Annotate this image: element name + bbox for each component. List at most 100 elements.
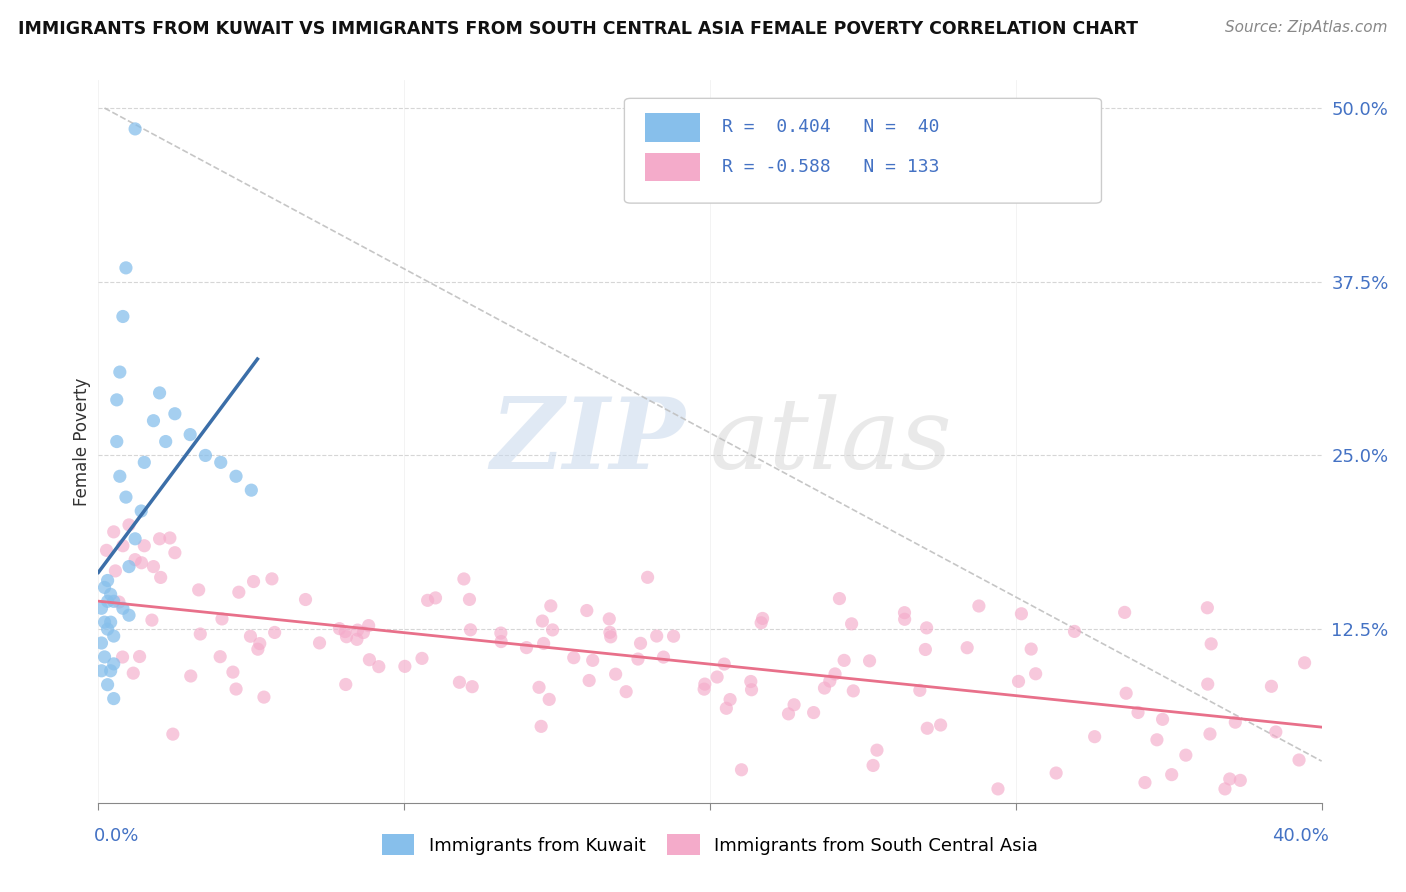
Point [1146,732,1168,747]
Point [346,632,368,647]
Bar [645,112,700,142]
Point [111,650,134,665]
Point [637,570,659,584]
Point [751,611,773,625]
Point [489,626,512,640]
Point [222,665,245,680]
Point [489,634,512,648]
Point [614,684,637,698]
Point [740,674,762,689]
Point [562,650,585,665]
Point [159,531,181,545]
Point [1115,686,1137,700]
Point [162,727,184,741]
Point [225,469,247,483]
Point [1133,775,1156,789]
Point [104,564,127,578]
Point [828,591,851,606]
Text: R =  0.404   N =  40: R = 0.404 N = 40 [723,119,939,136]
Point [1288,753,1310,767]
Point [246,642,269,657]
Point [359,653,381,667]
Point [652,650,675,665]
Point [893,606,915,620]
Point [540,599,562,613]
Point [335,624,357,639]
Text: 0.0%: 0.0% [94,827,139,845]
Point [103,524,125,539]
Point [541,623,564,637]
Point [105,392,128,407]
Point [1045,766,1067,780]
Point [533,636,555,650]
Y-axis label: Female Poverty: Female Poverty [73,377,91,506]
Point [108,469,131,483]
Point [458,592,481,607]
Text: Source: ZipAtlas.com: Source: ZipAtlas.com [1225,20,1388,35]
Point [915,621,938,635]
Text: IMMIGRANTS FROM KUWAIT VS IMMIGRANTS FROM SOUTH CENTRAL ASIA FEMALE POVERTY CORR: IMMIGRANTS FROM KUWAIT VS IMMIGRANTS FRO… [18,20,1139,37]
Point [1019,642,1042,657]
Point [211,612,233,626]
Point [242,574,264,589]
Point [228,585,250,599]
Point [142,414,165,428]
Point [394,659,416,673]
Point [842,684,865,698]
Point [131,556,153,570]
Point [716,701,738,715]
Point [103,657,125,671]
Point [1264,725,1286,739]
Point [575,603,598,617]
Point [645,629,668,643]
Point [155,434,177,449]
Point [163,407,186,421]
Point [1199,727,1222,741]
Point [630,636,652,650]
Point [818,674,841,689]
Point [929,718,952,732]
Point [914,642,936,657]
Point [90,636,112,650]
Text: R = -0.588   N = 133: R = -0.588 N = 133 [723,158,939,176]
Point [188,627,211,641]
Point [352,625,374,640]
Point [862,758,884,772]
Point [1025,666,1047,681]
Text: 40.0%: 40.0% [1272,827,1329,845]
Text: ZIP: ZIP [491,393,686,490]
Point [917,721,939,735]
Point [1084,730,1107,744]
Point [194,449,217,463]
Point [328,622,350,636]
Point [1260,679,1282,693]
Point [1294,656,1316,670]
Point [108,595,131,609]
Point [103,629,125,643]
Point [100,587,122,601]
Point [1114,606,1136,620]
Point [134,539,156,553]
Point [803,706,825,720]
Point [1225,715,1247,730]
Point [108,365,131,379]
Point [239,629,262,643]
Point [209,455,232,469]
Point [124,122,146,136]
Point [93,615,115,630]
Point [142,559,165,574]
Point [1126,706,1149,720]
Point [598,612,620,626]
Point [111,539,134,553]
Point [134,455,156,469]
Point [1197,600,1219,615]
Point [461,680,484,694]
Point [749,615,772,630]
Point [96,543,118,558]
Point [908,683,931,698]
Point [149,385,172,400]
Point [832,653,855,667]
Point [527,681,550,695]
Point [693,677,716,691]
Point [97,594,120,608]
